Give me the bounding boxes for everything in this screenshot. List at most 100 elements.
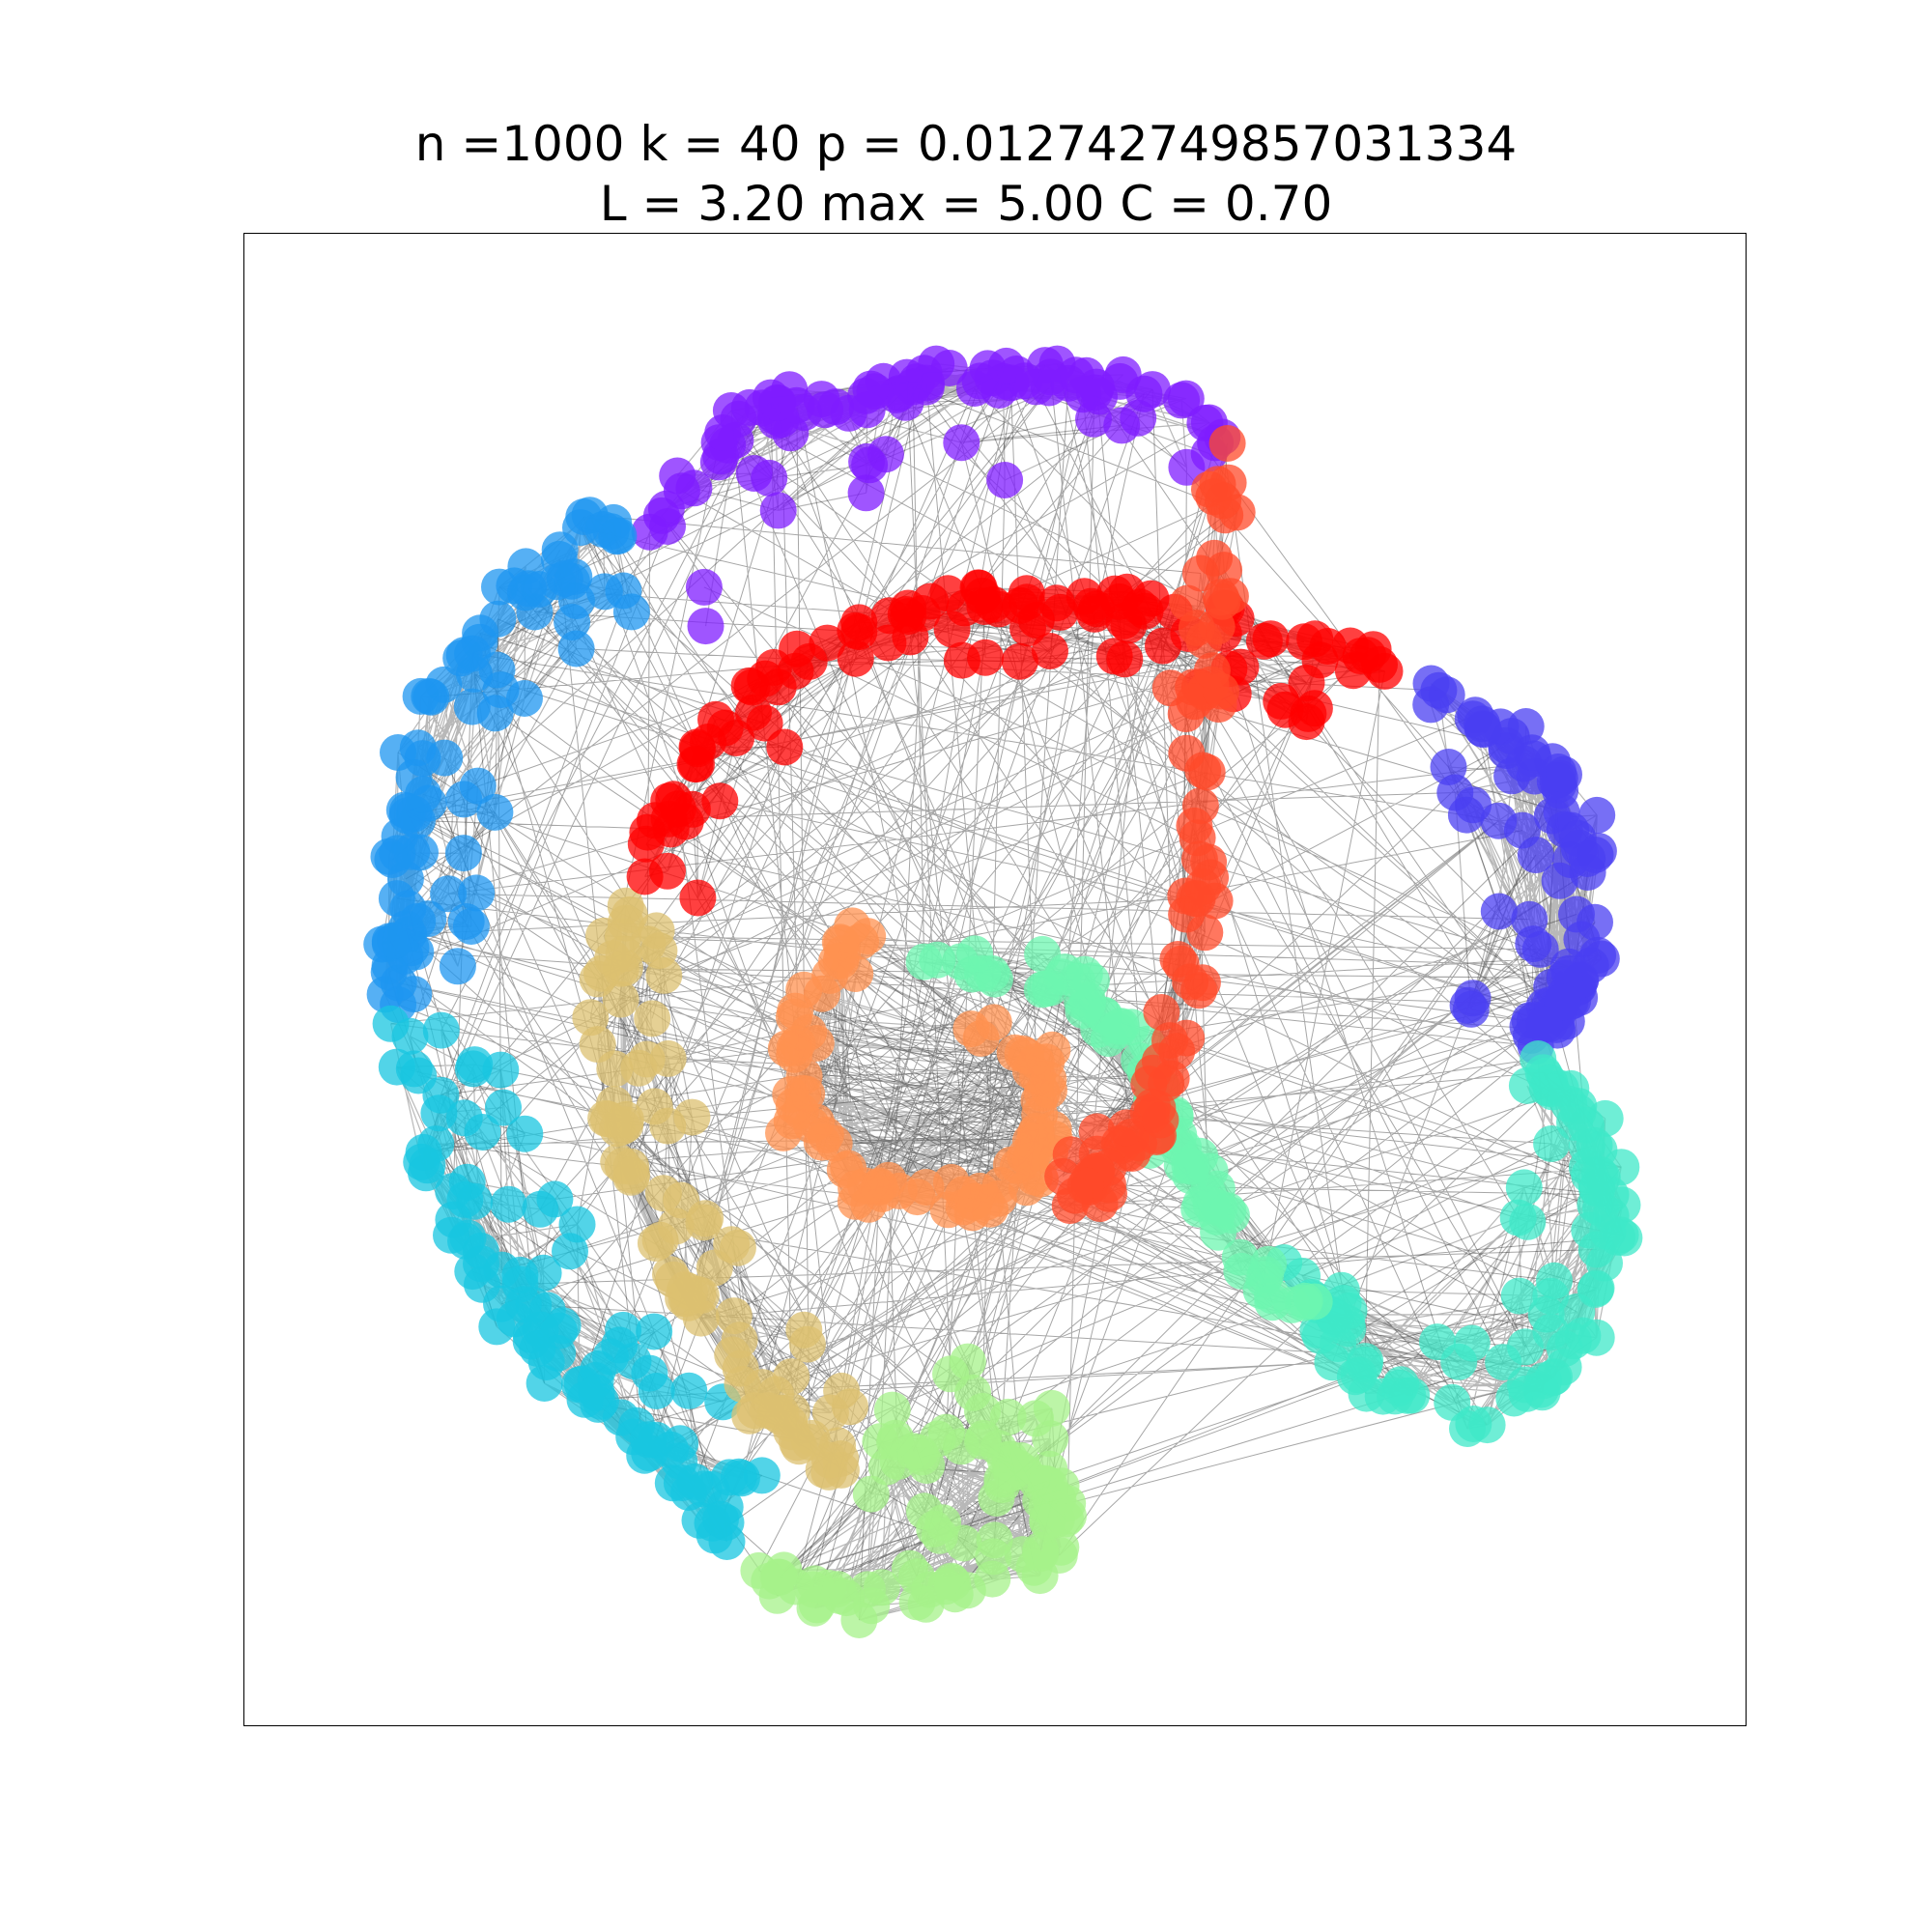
- graph-node-orange: [826, 1151, 864, 1188]
- graph-node-sky-blue: [476, 695, 514, 732]
- graph-node-mint: [976, 960, 1013, 998]
- graph-node-red-orange: [1208, 425, 1246, 462]
- graph-node-red: [1145, 627, 1181, 665]
- graph-node-red: [1266, 691, 1304, 728]
- chart-title: n =1000 k = 40 p = 0.012742749857031334 …: [0, 114, 1932, 234]
- graph-node-sky-blue: [395, 976, 433, 1013]
- graph-node-sky-blue: [454, 635, 492, 672]
- graph-node-mint: [1286, 1282, 1323, 1320]
- graph-node-mint: [1024, 935, 1062, 973]
- graph-node-red-orange: [1180, 840, 1218, 878]
- graph-node-purple: [1168, 448, 1206, 486]
- graph-node-light-green: [916, 1510, 953, 1548]
- graph-node-tan: [649, 1039, 687, 1077]
- graph-node-cyan: [501, 1256, 539, 1293]
- graph-node-tan: [572, 999, 610, 1037]
- graph-node-cyan: [630, 1421, 667, 1459]
- graph-node-cyan: [512, 1322, 550, 1360]
- graph-node-blue: [1412, 665, 1450, 702]
- graph-node-light-green: [898, 1558, 935, 1596]
- graph-node-blue: [1464, 711, 1502, 749]
- graph-node-red-orange: [1176, 880, 1213, 918]
- graph-node-turquoise: [1527, 1295, 1565, 1333]
- graph-node-red: [629, 813, 667, 851]
- graph-node-turquoise: [1348, 1375, 1385, 1412]
- graph-node-blue: [1541, 862, 1578, 899]
- graph-node-blue: [1452, 990, 1490, 1028]
- graph-node-blue: [1517, 837, 1554, 874]
- graph-node-turquoise: [1393, 1377, 1431, 1414]
- graph-node-red: [933, 611, 971, 648]
- graph-node-blue: [1521, 930, 1559, 968]
- graph-node-orange: [824, 935, 861, 973]
- graph-node-tan: [602, 950, 639, 987]
- graph-node-light-green: [862, 1423, 899, 1461]
- graph-node-tan: [791, 1423, 829, 1461]
- graph-node-tan: [715, 1297, 753, 1335]
- graph-node-tan: [607, 887, 644, 924]
- graph-node-sky-blue: [445, 781, 483, 818]
- graph-node-sky-blue: [565, 498, 603, 535]
- graph-node-turquoise: [1320, 1325, 1357, 1362]
- node-layer: [363, 345, 1643, 1638]
- graph-node-sky-blue: [430, 875, 468, 913]
- graph-node-cyan: [631, 1354, 668, 1392]
- graph-node-turquoise: [1556, 1104, 1593, 1141]
- graph-node-cyan: [663, 1464, 700, 1502]
- title-line-2: L = 3.20 max = 5.00 C = 0.70: [599, 176, 1333, 232]
- graph-node-mint: [1173, 1148, 1210, 1185]
- graph-node-tan: [596, 1050, 634, 1088]
- graph-node-red: [660, 790, 696, 828]
- graph-node-sky-blue: [377, 922, 414, 959]
- graph-node-cyan: [743, 1457, 781, 1494]
- graph-node-turquoise: [1495, 1379, 1533, 1417]
- graph-node-purple: [631, 513, 668, 551]
- graph-node-tan: [724, 1365, 761, 1403]
- graph-node-purple: [847, 474, 885, 512]
- graph-node-blue: [1525, 1006, 1563, 1043]
- graph-node-purple: [751, 459, 788, 497]
- graph-node-blue: [1480, 893, 1518, 930]
- graph-node-light-green: [796, 1565, 834, 1603]
- graph-node-purple: [986, 462, 1024, 498]
- graph-node-purple: [659, 457, 696, 495]
- graph-node-blue: [1430, 749, 1467, 785]
- graph-node-cyan: [485, 1089, 522, 1126]
- graph-node-light-green: [873, 1391, 911, 1429]
- graph-node-orange: [834, 907, 871, 945]
- graph-node-tan: [637, 1225, 674, 1262]
- graph-node-light-green: [1004, 1536, 1041, 1574]
- graph-node-tan: [773, 1358, 810, 1396]
- graph-node-orange: [1011, 1141, 1049, 1179]
- graph-node-purple: [687, 608, 724, 645]
- graph-node-light-green: [852, 1475, 890, 1513]
- graph-node-cyan: [403, 1143, 440, 1180]
- graph-node-red: [1095, 638, 1133, 675]
- graph-node-orange: [767, 1030, 805, 1067]
- graph-node-cyan: [710, 1459, 748, 1496]
- graph-node-blue: [1559, 819, 1597, 857]
- graph-node-mint: [1254, 1284, 1292, 1321]
- graph-node-turquoise: [1580, 1131, 1618, 1169]
- graph-node-blue: [1569, 854, 1606, 891]
- graph-node-tan: [756, 1394, 794, 1432]
- graph-node-purple: [961, 362, 999, 400]
- graph-node-red-orange: [1052, 1136, 1090, 1174]
- graph-node-orange: [1028, 1043, 1065, 1081]
- graph-node-blue: [1492, 718, 1530, 755]
- graph-node-red-orange: [1057, 1177, 1094, 1214]
- graph-node-turquoise: [1577, 1231, 1615, 1268]
- graph-node-orange: [804, 975, 840, 1012]
- graph-node-blue: [1515, 740, 1552, 778]
- graph-node-purple: [1101, 362, 1139, 400]
- graph-node-tan: [585, 917, 622, 954]
- graph-node-purple: [685, 568, 723, 606]
- network-graph: [363, 345, 1643, 1638]
- graph-node-tan: [714, 1336, 752, 1374]
- graph-node-orange: [952, 1010, 990, 1048]
- graph-node-orange: [967, 1183, 1005, 1221]
- graph-node-sky-blue: [380, 734, 416, 771]
- graph-node-cyan: [478, 1308, 516, 1346]
- graph-node-cyan: [378, 1048, 415, 1086]
- graph-node-red: [837, 639, 874, 677]
